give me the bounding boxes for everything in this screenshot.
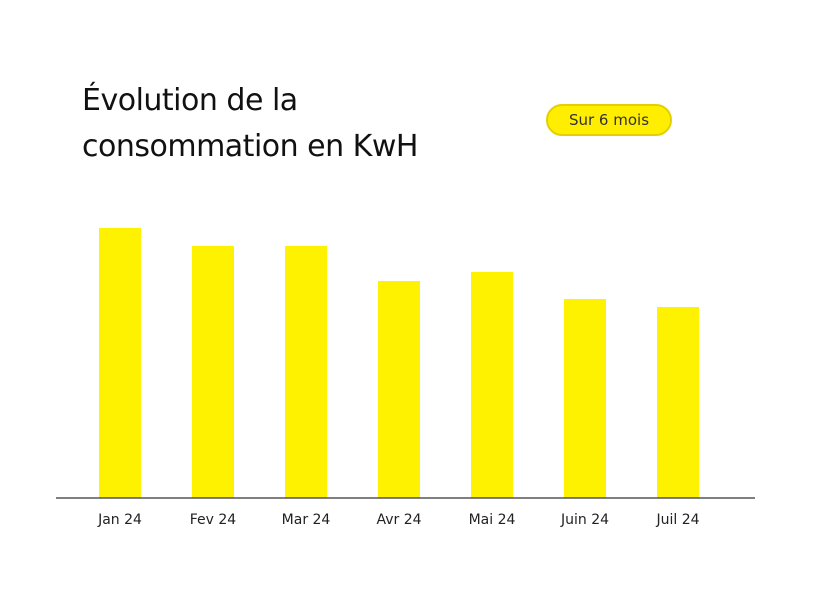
x-tick-label: Fev 24 [190, 512, 237, 528]
chart-title-line-1: Évolution de la [82, 83, 298, 118]
chart-title-line-2: consommation en KwH [82, 129, 418, 164]
chart-title: Évolution de la consommation en KwH [82, 78, 418, 170]
period-filter-button[interactable]: Sur 6 mois [546, 104, 672, 136]
x-tick-label: Mai 24 [469, 512, 516, 528]
x-tick-label: Juin 24 [560, 512, 609, 528]
bar-juil-24 [657, 307, 699, 498]
bar-mar-24 [285, 246, 327, 498]
bar-jan-24 [99, 228, 141, 498]
x-tick-label: Jan 24 [97, 512, 142, 528]
x-tick-label: Juil 24 [655, 512, 699, 528]
bar-fev-24 [192, 246, 234, 498]
x-tick-label: Mar 24 [282, 512, 331, 528]
x-tick-label: Avr 24 [376, 512, 421, 528]
bar-avr-24 [378, 281, 420, 498]
bar-juin-24 [564, 299, 606, 498]
bar-mai-24 [471, 272, 513, 498]
